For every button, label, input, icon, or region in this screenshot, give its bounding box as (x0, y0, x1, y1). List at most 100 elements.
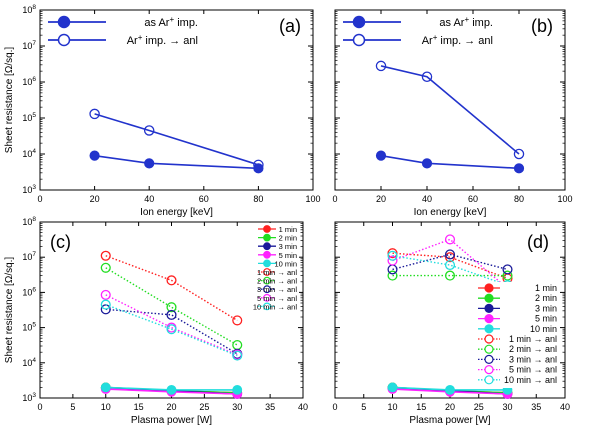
data-point-open (513, 148, 525, 160)
series (375, 60, 525, 160)
x-tick-label: 10 (101, 402, 111, 412)
legend-marker (484, 314, 494, 324)
y-tick-label: 104 (22, 357, 36, 368)
data-point-open (253, 159, 264, 171)
panel-b: 0 20 40 60 80 100 Ion energy [keV] (b) as Ar+ im… (332, 9, 573, 218)
series-line (392, 255, 508, 286)
y-tick-label: 107 (22, 251, 36, 262)
legend-label: 3 min → anl (257, 285, 297, 294)
series (375, 150, 525, 174)
x-tick-label: 40 (144, 194, 154, 204)
legend-label: as Ar+ imp. (439, 15, 493, 29)
series-line (105, 267, 238, 346)
legend-marker (352, 33, 366, 47)
series (89, 108, 264, 171)
legend-marker (484, 324, 494, 334)
series-line (392, 238, 508, 289)
legend-label: 2 min (279, 234, 297, 243)
x-tick-label: 0 (37, 402, 42, 412)
data-point-open (444, 234, 456, 245)
y-tick-label: 106 (22, 76, 36, 87)
x-tick-label: 35 (265, 402, 275, 412)
data-point-open (100, 250, 111, 261)
legend-marker (484, 375, 494, 385)
data-point-open (502, 270, 513, 281)
y-tick-label: 103 (22, 184, 36, 195)
legend-label: 5 min (535, 314, 557, 324)
legend-marker (263, 259, 271, 268)
legend-marker (263, 276, 271, 285)
data-point-open (166, 275, 177, 286)
series-line (94, 113, 259, 166)
data-point-filled (253, 163, 264, 174)
legend-label: 5 min → anl (509, 365, 557, 375)
x-tick-label: 20 (445, 402, 455, 412)
data-point-open (444, 259, 456, 271)
x-tick-label: 20 (376, 194, 386, 204)
data-point-open (387, 248, 398, 259)
data-point-open (100, 262, 111, 273)
x-axis-label: Plasma power [W] (409, 415, 490, 426)
series-line (392, 252, 508, 280)
data-point-filled (89, 150, 100, 161)
series-line (105, 303, 238, 357)
legend-label: 2 min → anl (509, 344, 557, 354)
data-point-open (89, 108, 100, 120)
x-tick-label: 25 (474, 402, 484, 412)
legend: as Ar+ imp. Ar+ imp. → anl (343, 15, 493, 47)
legend-label: Ar+ imp. → anl (422, 33, 493, 47)
x-tick-label: 0 (37, 194, 42, 204)
panel-a: 0 20 40 60 80 100 103 104 105 106 107 108 Ion energy… (4, 4, 321, 218)
series-line (392, 253, 508, 271)
x-tick-label: 35 (531, 402, 541, 412)
data-point-open (375, 60, 387, 72)
x-axis-label: Ion energy [keV] (414, 207, 487, 218)
legend-marker (484, 365, 494, 375)
x-tick-label: 100 (305, 194, 320, 204)
data-point-open (387, 270, 398, 281)
x-tick-label: 80 (253, 194, 263, 204)
legend-label: 3 min (279, 242, 297, 251)
x-tick-label: 25 (199, 402, 209, 412)
data-point-filled (166, 384, 177, 395)
series (100, 299, 243, 361)
x-tick-label: 40 (422, 194, 432, 204)
legend-marker (57, 33, 71, 47)
legend-marker (263, 302, 271, 311)
legend-label: 2 min (535, 293, 557, 303)
legend-marker (263, 233, 271, 242)
x-tick-label: 5 (70, 402, 75, 412)
legend-label: Ar+ imp. → anl (127, 33, 198, 47)
legend: as Ar+ imp. Ar+ imp. → anl (48, 15, 198, 47)
y-tick-label: 107 (22, 40, 36, 51)
data-point-open (143, 125, 155, 136)
legend-label: 10 min (530, 324, 557, 334)
data-point-open (421, 71, 433, 82)
series-line (380, 154, 520, 170)
data-point-open (444, 252, 456, 263)
x-tick-label: 5 (361, 402, 366, 412)
x-tick-label: 20 (166, 402, 176, 412)
data-point-open (502, 264, 513, 275)
x-axis-label: Plasma power [W] (131, 415, 212, 426)
panel-label: (b) (531, 16, 553, 36)
legend-marker (484, 344, 494, 354)
data-point-open (232, 315, 243, 326)
y-axis-label: Sheet resistance [Ω/sq.] (4, 257, 15, 364)
data-point-open (444, 270, 456, 281)
x-tick-label: 30 (502, 402, 512, 412)
legend-label: 10 min → anl (504, 375, 557, 385)
legend-marker (352, 15, 366, 29)
y-tick-label: 105 (22, 322, 36, 333)
x-tick-label: 15 (416, 402, 426, 412)
legend-label: 3 min → anl (509, 354, 557, 364)
data-point-filled (513, 163, 525, 174)
data-point-open (166, 302, 177, 313)
data-point-open (166, 324, 177, 335)
legend-marker (263, 242, 271, 251)
y-axis-label: Sheet resistance [Ω/sq.] (4, 47, 15, 154)
data-point-filled (445, 384, 455, 395)
data-point-open (100, 299, 111, 310)
x-tick-label: 0 (332, 194, 337, 204)
y-tick-label: 108 (22, 4, 36, 15)
